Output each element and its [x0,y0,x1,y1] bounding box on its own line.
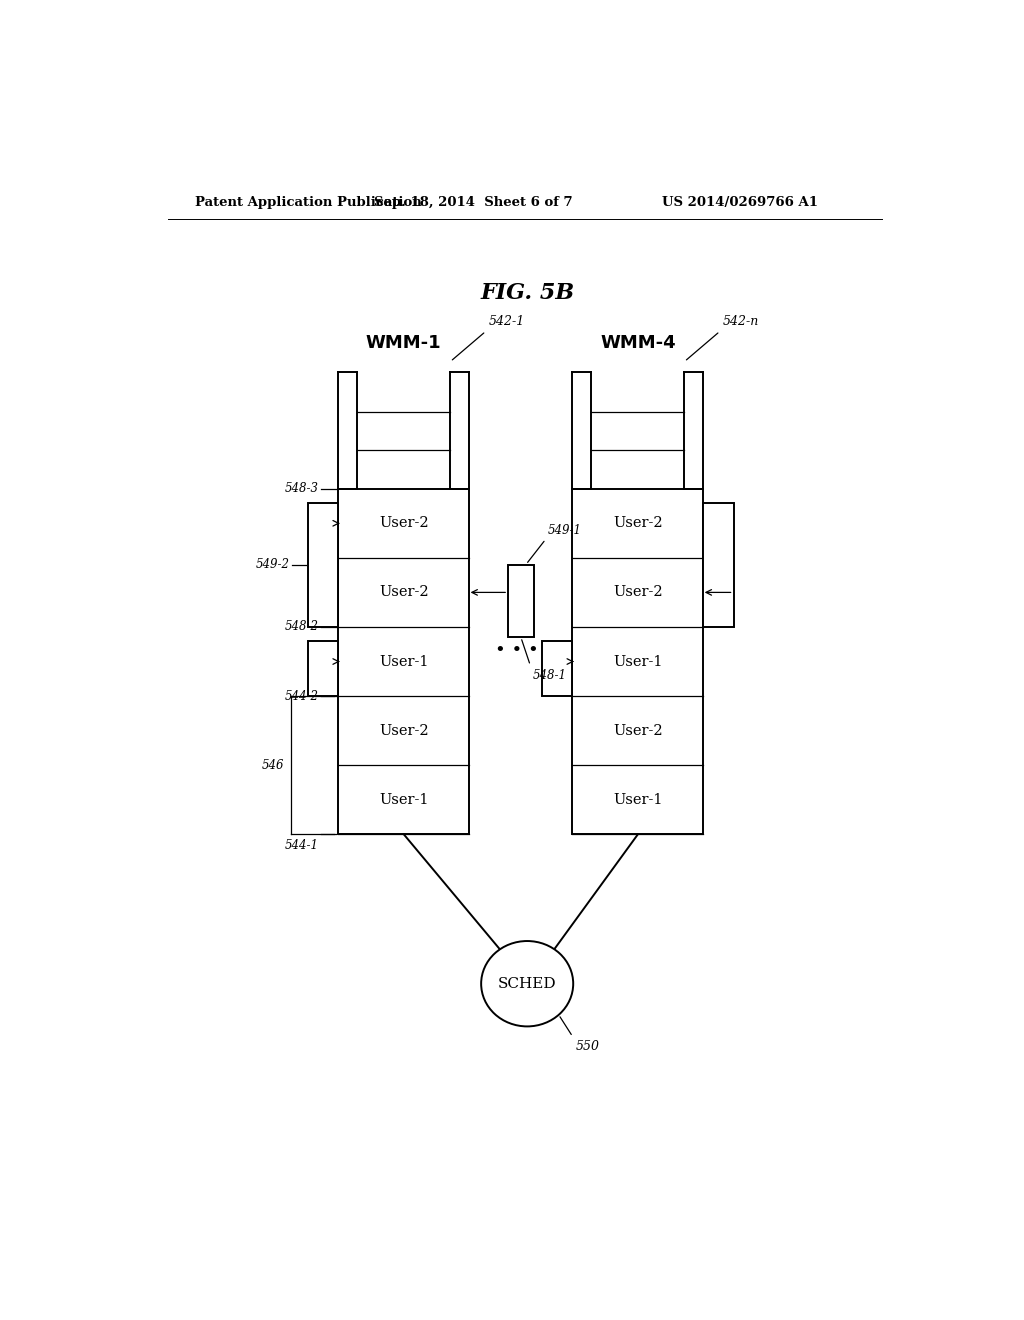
Bar [572,488,703,834]
Text: User-1: User-1 [613,655,663,668]
Text: User-2: User-2 [379,516,429,531]
Text: 546: 546 [262,759,285,772]
Text: WMM-4: WMM-4 [600,334,676,351]
Text: 548-1: 548-1 [532,669,566,681]
Text: 548-2: 548-2 [285,620,318,634]
Text: 544-1: 544-1 [285,840,318,853]
Text: User-2: User-2 [613,516,663,531]
Text: Patent Application Publication: Patent Application Publication [196,195,422,209]
Text: US 2014/0269766 A1: US 2014/0269766 A1 [663,195,818,209]
Text: 544-2: 544-2 [285,689,318,702]
Text: User-2: User-2 [379,723,429,738]
Text: 542-n: 542-n [722,315,759,329]
Text: User-1: User-1 [613,793,663,807]
Text: User-1: User-1 [379,793,428,807]
Text: Sep. 18, 2014  Sheet 6 of 7: Sep. 18, 2014 Sheet 6 of 7 [374,195,572,209]
Bar [338,488,469,834]
Bar [703,503,733,627]
Text: 550: 550 [575,1040,600,1053]
Text: 549-2: 549-2 [256,558,290,572]
Text: FIG. 5B: FIG. 5B [480,281,574,304]
Text: 548-3: 548-3 [285,482,318,495]
Text: User-2: User-2 [613,723,663,738]
Bar [508,565,534,638]
Text: • • •: • • • [495,643,539,660]
Ellipse shape [481,941,573,1027]
Text: User-2: User-2 [613,585,663,599]
Bar [308,503,338,627]
Text: User-2: User-2 [379,585,429,599]
Text: SCHED: SCHED [498,977,556,991]
Text: User-1: User-1 [379,655,428,668]
Text: 542-1: 542-1 [488,315,524,329]
Bar [308,640,338,696]
Bar [543,640,572,696]
Text: 549-1: 549-1 [548,524,582,537]
Text: WMM-1: WMM-1 [366,334,441,351]
